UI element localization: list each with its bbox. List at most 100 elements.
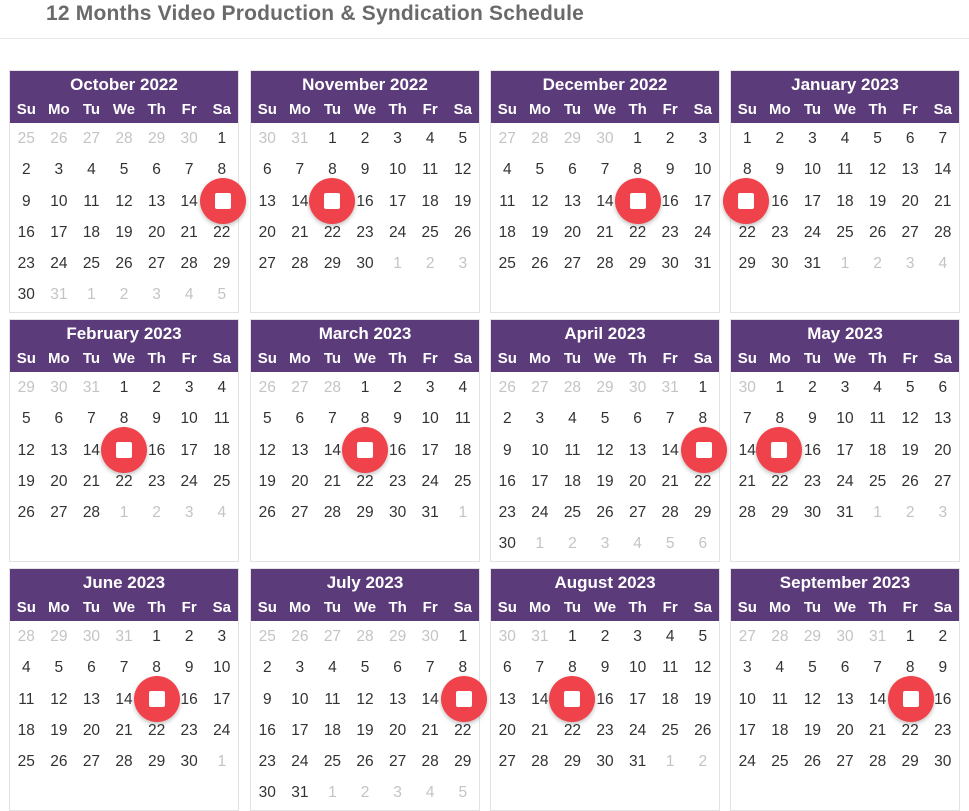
day-cell[interactable]: 28 — [771, 628, 789, 645]
day-cell[interactable]: 31 — [115, 628, 133, 645]
day-cell[interactable]: 25 — [454, 472, 472, 490]
day-cell[interactable]: 31 — [661, 379, 679, 396]
day-cell[interactable]: 21 — [934, 192, 952, 210]
day-cell[interactable]: 2 — [119, 286, 129, 304]
day-cell[interactable]: 12 — [50, 690, 68, 708]
day-cell[interactable]: 29 — [803, 628, 822, 645]
day-cell[interactable]: 10 — [388, 161, 407, 179]
day-cell[interactable]: 30 — [771, 255, 789, 273]
day-cell[interactable]: 13 — [836, 690, 854, 708]
day-cell[interactable]: 10 — [421, 410, 439, 428]
day-cell[interactable]: 22 — [694, 472, 712, 490]
day-cell[interactable]: 6 — [54, 410, 64, 428]
day-cell[interactable]: 27 — [738, 628, 756, 645]
day-cell[interactable]: 27 — [531, 379, 549, 396]
day-cell[interactable]: 7 — [119, 659, 129, 677]
day-cell[interactable]: 26 — [803, 753, 822, 771]
day-cell[interactable]: 14 — [661, 441, 679, 459]
day-cell[interactable]: 27 — [82, 753, 101, 771]
day-cell[interactable]: 27 — [291, 379, 309, 396]
day-cell[interactable]: 1 — [217, 130, 227, 147]
day-cell[interactable]: 12 — [694, 659, 712, 677]
day-cell[interactable]: 16 — [17, 223, 35, 241]
day-cell[interactable]: 29 — [356, 504, 374, 522]
day-cell[interactable]: 17 — [738, 721, 756, 739]
day-cell[interactable]: 1 — [87, 286, 96, 304]
day-cell[interactable]: 2 — [152, 504, 161, 522]
day-cell[interactable]: 26 — [50, 753, 68, 771]
day-cell[interactable]: 29 — [628, 255, 647, 273]
day-cell[interactable]: 18 — [82, 223, 101, 241]
day-cell[interactable]: 26 — [596, 504, 614, 522]
day-cell[interactable]: 2 — [905, 504, 915, 522]
day-cell[interactable]: 3 — [840, 379, 850, 396]
day-cell[interactable]: 22 — [454, 721, 472, 739]
day-cell[interactable]: 26 — [901, 472, 919, 490]
day-cell[interactable]: 8 — [775, 410, 785, 428]
day-cell[interactable]: 25 — [17, 130, 35, 147]
day-cell[interactable]: 24 — [213, 721, 231, 739]
day-cell[interactable]: 7 — [535, 659, 545, 677]
day-cell[interactable]: 28 — [563, 379, 582, 396]
day-cell[interactable]: 18 — [868, 441, 887, 459]
day-cell[interactable]: 24 — [388, 223, 407, 241]
day-cell[interactable]: 21 — [421, 721, 439, 739]
day-cell[interactable]: 11 — [836, 161, 854, 179]
day-cell[interactable]: 2 — [393, 379, 402, 396]
day-cell[interactable]: 30 — [596, 130, 614, 147]
day-cell[interactable]: 13 — [291, 441, 309, 459]
day-cell[interactable]: 9 — [808, 410, 817, 428]
day-cell[interactable]: 20 — [901, 192, 919, 210]
day-cell[interactable]: 4 — [217, 504, 227, 522]
day-cell[interactable]: 31 — [694, 255, 712, 273]
day-cell[interactable]: 3 — [905, 255, 915, 273]
day-cell[interactable]: 10 — [180, 410, 198, 428]
day-cell[interactable]: 26 — [694, 721, 712, 739]
day-cell[interactable]: 3 — [808, 130, 817, 147]
day-cell[interactable]: 13 — [50, 441, 68, 459]
day-cell[interactable]: 28 — [531, 753, 549, 771]
day-cell[interactable]: 1 — [152, 628, 161, 645]
day-cell[interactable]: 10 — [836, 410, 854, 428]
day-cell[interactable]: 12 — [356, 690, 374, 708]
day-cell[interactable]: 1 — [840, 255, 850, 273]
day-cell[interactable]: 20 — [50, 472, 68, 490]
day-cell[interactable]: 4 — [425, 130, 435, 147]
day-cell[interactable]: 10 — [50, 192, 68, 210]
day-cell[interactable]: 16 — [356, 192, 374, 210]
day-cell[interactable]: 16 — [180, 690, 198, 708]
day-cell[interactable]: 23 — [356, 223, 374, 241]
day-cell[interactable]: 8 — [742, 161, 752, 179]
day-cell[interactable]: 30 — [596, 753, 614, 771]
day-cell[interactable]: 31 — [531, 628, 549, 645]
schedule-marker[interactable] — [887, 676, 934, 723]
day-cell[interactable]: 12 — [868, 161, 887, 179]
day-cell[interactable]: 26 — [258, 379, 276, 396]
day-cell[interactable]: 3 — [600, 535, 610, 553]
day-cell[interactable]: 23 — [388, 472, 407, 490]
day-cell[interactable]: 31 — [868, 628, 887, 645]
day-cell[interactable]: 14 — [291, 192, 309, 210]
day-cell[interactable]: 6 — [905, 130, 915, 147]
day-cell[interactable]: 26 — [454, 223, 472, 241]
day-cell[interactable]: 2 — [808, 379, 817, 396]
day-cell[interactable]: 4 — [938, 255, 948, 273]
day-cell[interactable]: 27 — [291, 504, 309, 522]
day-cell[interactable]: 2 — [600, 628, 610, 645]
day-cell[interactable]: 5 — [119, 161, 129, 179]
day-cell[interactable]: 30 — [356, 255, 374, 273]
day-cell[interactable]: 2 — [502, 410, 512, 428]
day-cell[interactable]: 2 — [698, 753, 708, 771]
day-cell[interactable]: 23 — [17, 255, 35, 273]
day-cell[interactable]: 1 — [119, 504, 129, 522]
day-cell[interactable]: 7 — [425, 659, 435, 677]
day-cell[interactable]: 30 — [934, 753, 952, 771]
day-cell[interactable]: 13 — [628, 441, 647, 459]
day-cell[interactable]: 28 — [323, 379, 342, 396]
day-cell[interactable]: 30 — [50, 379, 68, 396]
day-cell[interactable]: 12 — [596, 441, 614, 459]
day-cell[interactable]: 22 — [147, 721, 166, 739]
day-cell[interactable]: 30 — [803, 504, 822, 522]
day-cell[interactable]: 28 — [356, 628, 374, 645]
day-cell[interactable]: 25 — [836, 223, 854, 241]
